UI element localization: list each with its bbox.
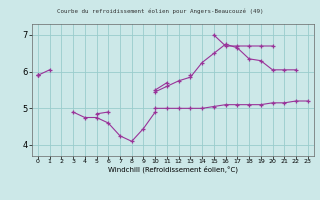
Text: Courbe du refroidissement éolien pour Angers-Beaucouzé (49): Courbe du refroidissement éolien pour An… <box>57 8 263 14</box>
X-axis label: Windchill (Refroidissement éolien,°C): Windchill (Refroidissement éolien,°C) <box>108 166 238 173</box>
